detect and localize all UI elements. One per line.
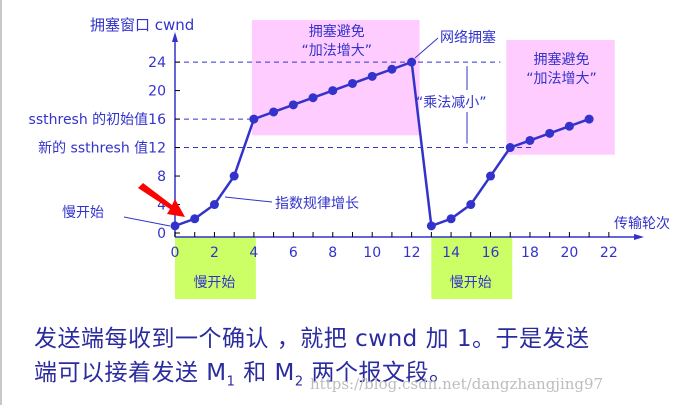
x-tick-label: 22	[600, 245, 618, 261]
caption-line-2: 端可以接着发送 M1 和 M2 两个报文段。	[34, 360, 453, 390]
data-point	[505, 143, 515, 153]
data-point	[564, 121, 574, 131]
y-tick-label: 8	[157, 169, 166, 185]
data-point	[308, 93, 318, 103]
ca-title-1: 拥塞避免	[309, 23, 365, 40]
red-arrow-icon	[138, 183, 185, 217]
data-point	[367, 71, 377, 81]
data-point	[426, 221, 436, 231]
slow-start-pointer	[123, 216, 171, 227]
data-point	[209, 200, 219, 210]
data-point	[525, 135, 535, 145]
ca-band-1	[251, 20, 420, 136]
data-point	[545, 128, 555, 138]
congestion-pointer	[414, 37, 439, 59]
data-point	[387, 64, 397, 74]
ca-sub-1: “加法增大”	[301, 43, 372, 59]
data-point	[249, 114, 259, 124]
data-point	[466, 200, 476, 210]
slow-start-band-2	[431, 237, 513, 299]
exp-growth-pointer	[224, 196, 273, 203]
ssthresh-init-label: ssthresh 的初始值16	[29, 111, 167, 128]
watermark: https://blog.csdn.net/dangzhangjing97	[310, 375, 604, 393]
slow-start-band-label-2: 慢开始	[450, 274, 492, 291]
x-tick-label: 6	[289, 245, 298, 261]
congestion-label: 网络拥塞	[440, 29, 496, 46]
x-tick-label: 14	[442, 245, 460, 261]
data-point	[347, 78, 357, 88]
mult-decrease-label: “乘法减小”	[416, 95, 487, 111]
exp-growth-label: 指数规律增长	[275, 196, 359, 212]
x-tick-label: 12	[403, 245, 421, 261]
ca-sub-2: “加法增大”	[526, 71, 597, 87]
y-axis-arrow	[172, 32, 178, 42]
x-axis-title: 传输轮次	[614, 216, 670, 232]
caption-line-1: 发送端每收到一个确认 ，就把 cwnd 加 1。于是发送	[34, 326, 590, 352]
data-point	[190, 214, 200, 224]
y-tick-label: 20	[148, 84, 166, 100]
slow-start-left-label: 慢开始	[62, 204, 104, 221]
x-tick-label: 4	[249, 245, 258, 261]
cwnd-line-2	[410, 61, 590, 228]
ca-band-2	[506, 40, 615, 155]
x-tick-label: 16	[482, 245, 500, 261]
data-point	[170, 221, 180, 231]
x-tick-label: 8	[328, 245, 337, 261]
data-point	[328, 86, 338, 96]
x-tick-label: 20	[560, 245, 578, 261]
ssthresh-new-label: 新的 ssthresh 值12	[38, 141, 166, 157]
y-axis-title: 拥塞窗口 cwnd	[90, 16, 194, 34]
y-tick-label: 4	[157, 198, 166, 214]
x-tick-label: 10	[363, 245, 381, 261]
data-point	[407, 57, 417, 67]
data-point	[486, 171, 496, 181]
y-tick-label: 24	[148, 55, 166, 71]
slow-start-band-label-1: 慢开始	[193, 274, 235, 291]
data-point	[584, 114, 594, 124]
x-tick-label: 0	[171, 245, 180, 261]
data-point	[446, 214, 456, 224]
x-tick-label: 2	[210, 245, 219, 261]
x-tick-label: 18	[521, 245, 539, 261]
caption: 发送端每收到一个确认 ，就把 cwnd 加 1。于是发送 端可以接着发送 M1 …	[34, 322, 590, 400]
left-border	[0, 0, 2, 405]
ca-title-2: 拥塞避免	[534, 51, 590, 68]
data-point	[269, 107, 279, 117]
x-axis-arrow	[634, 234, 644, 240]
data-point	[288, 100, 298, 110]
slow-start-band-1	[175, 237, 256, 299]
y-tick-label: 0	[157, 226, 166, 242]
data-point	[229, 171, 239, 181]
